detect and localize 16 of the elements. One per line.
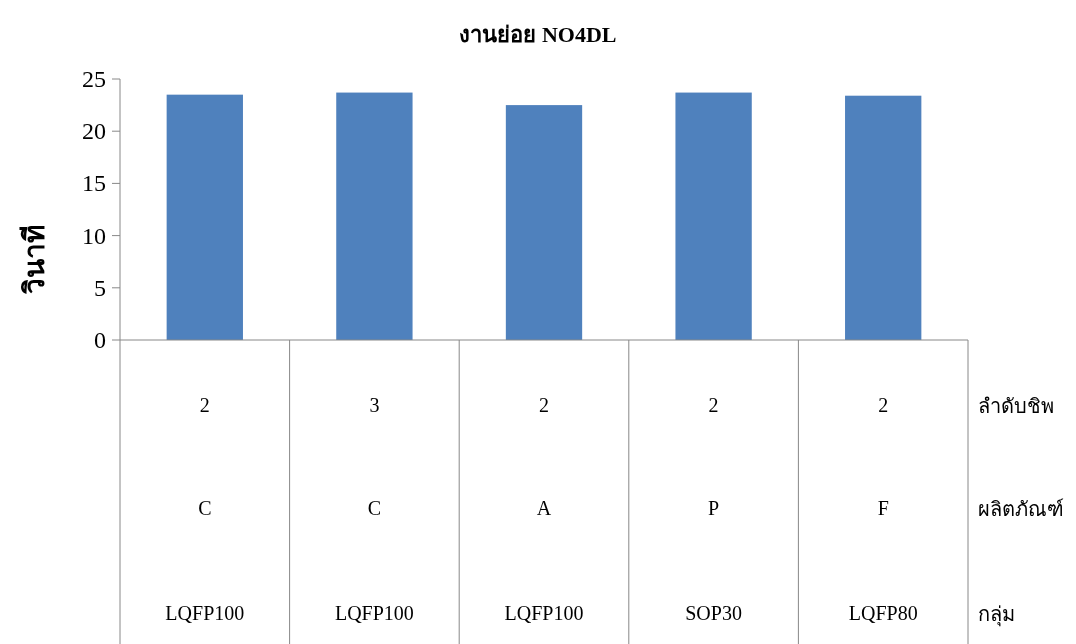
text: ลำดับชิพ [978, 395, 1054, 417]
y-tick-label: 0 [94, 327, 106, 353]
y-tick-label: 10 [82, 222, 106, 249]
y-tick-label: 20 [82, 118, 106, 145]
category-label: 2 C LQFP100 [165, 394, 245, 624]
category-label: 3 C LQFP100 [334, 394, 414, 624]
text: ผลิตภัณฑ์ [978, 498, 1064, 520]
text: กลุ่ม [978, 603, 1015, 627]
y-axis-title: วินาที [19, 225, 50, 295]
category-label: 2 A LQFP100 [504, 394, 584, 624]
y-tick-label: 15 [82, 170, 106, 197]
category-label: 2 P SOP30 [685, 394, 742, 624]
category-label: 2 F LQFP80 [848, 394, 918, 624]
chart-title: งานย่อย NO4DL [459, 22, 617, 47]
y-tick-label: 5 [94, 274, 106, 301]
y-tick-label: 25 [82, 66, 106, 92]
